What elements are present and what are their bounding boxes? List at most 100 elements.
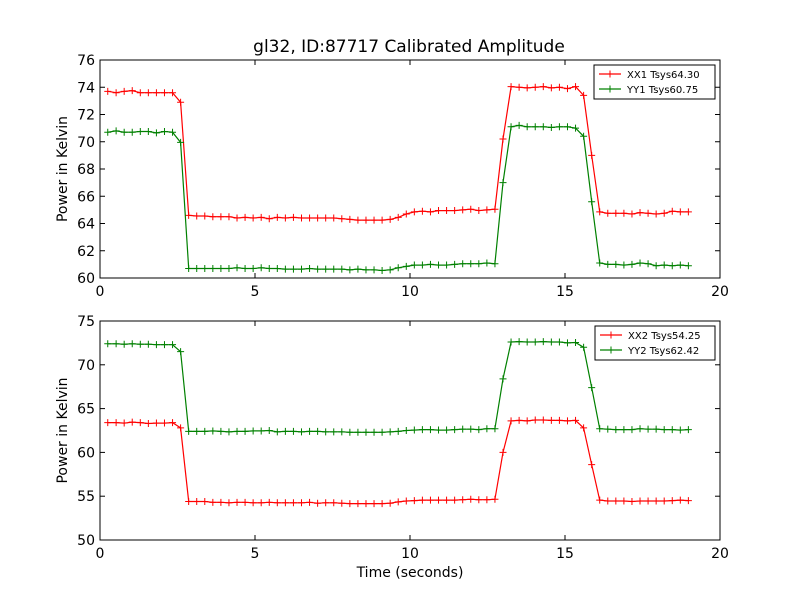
data-point-marker (515, 416, 523, 424)
y-tick-label: 75 (77, 314, 95, 330)
data-point-marker (185, 264, 193, 272)
data-point-marker (636, 425, 644, 433)
data-point-marker (370, 216, 378, 224)
data-point-marker (435, 261, 443, 269)
data-point-marker (112, 127, 120, 135)
data-point-marker (169, 89, 177, 97)
data-point-marker (451, 207, 459, 215)
data-point-marker (233, 264, 241, 272)
data-point-marker (233, 427, 241, 435)
data-point-marker (128, 418, 136, 426)
data-point-marker (193, 497, 201, 505)
data-point-marker (547, 416, 555, 424)
data-point-marker (636, 259, 644, 267)
data-point-marker (225, 264, 233, 272)
data-point-marker (644, 425, 652, 433)
data-point-marker (322, 214, 330, 222)
y-tick-label: 72 (77, 108, 95, 124)
data-point-marker (459, 206, 467, 214)
data-point-marker (354, 428, 362, 436)
data-point-marker (426, 426, 434, 434)
data-point-marker (209, 213, 217, 221)
data-point-marker (362, 216, 370, 224)
data-point-marker (273, 499, 281, 507)
data-point-marker (515, 83, 523, 91)
data-point-marker (120, 419, 128, 427)
data-point-marker (483, 496, 491, 504)
data-point-marker (193, 264, 201, 272)
data-point-marker (362, 428, 370, 436)
data-point-marker (443, 261, 451, 269)
data-point-marker (120, 340, 128, 348)
legend-label: XX2 Tsys54.25 (628, 331, 701, 342)
data-point-marker (563, 339, 571, 347)
data-point-marker (628, 260, 636, 268)
data-point-marker (394, 427, 402, 435)
data-point-marker (120, 128, 128, 136)
data-point-marker (136, 419, 144, 427)
data-point-marker (402, 427, 410, 434)
data-point-marker (265, 264, 273, 272)
data-point-marker (612, 260, 620, 268)
x-tick-label: 0 (96, 546, 105, 562)
data-point-marker (539, 123, 547, 131)
data-point-marker (467, 495, 475, 503)
x-tick-label: 20 (711, 546, 729, 562)
data-point-marker (580, 343, 588, 351)
data-point-marker (394, 264, 402, 272)
data-point-marker (273, 428, 281, 436)
data-point-marker (628, 426, 636, 434)
data-point-marker (660, 426, 668, 434)
y-axis-label: Power in Kelvin (55, 116, 71, 222)
data-point-marker (596, 425, 604, 433)
bottom-subplot: 0 5 10 15 20 50 55 60 65 70 75 Power in Kelvin Time … (55, 314, 729, 581)
data-point-marker (572, 416, 580, 424)
data-point-marker (499, 135, 507, 143)
data-point-marker (563, 417, 571, 425)
data-point-marker (201, 264, 209, 272)
y-tick-label: 70 (77, 135, 95, 151)
data-point-marker (193, 212, 201, 220)
data-point-marker (467, 425, 475, 433)
x-tick-label: 10 (401, 284, 419, 300)
y-tick-label: 70 (77, 358, 95, 374)
data-point-marker (144, 340, 152, 348)
y-tick-label: 74 (77, 80, 95, 96)
data-point-marker (104, 87, 112, 95)
data-point-marker (483, 259, 491, 267)
data-point-marker (451, 426, 459, 434)
data-point-marker (588, 198, 596, 206)
data-point-marker (676, 426, 684, 434)
data-point-marker (507, 123, 515, 131)
data-point-marker (499, 448, 507, 456)
data-point-marker (410, 426, 418, 434)
data-point-marker (547, 84, 555, 92)
x-tick-label: 5 (251, 284, 260, 300)
top-subplot: 0 5 10 15 20 60 62 64 66 68 70 72 74 76 Power in Kelvi… (55, 53, 729, 300)
data-point-marker (475, 496, 483, 504)
y-tick-label: 68 (77, 162, 95, 178)
data-point-marker (217, 498, 225, 506)
legend-marker (606, 70, 614, 78)
y-tick-label: 65 (77, 402, 95, 418)
data-point-marker (660, 497, 668, 505)
data-point-marker (257, 213, 265, 221)
data-point-marker (281, 427, 289, 435)
data-point-marker (426, 208, 434, 216)
data-point-marker (459, 260, 467, 268)
data-point-marker (338, 499, 346, 507)
data-point-marker (523, 417, 531, 425)
data-point-marker (136, 128, 144, 136)
data-point-marker (217, 427, 225, 435)
data-point-marker (636, 209, 644, 217)
data-point-marker (684, 208, 692, 216)
data-point-marker (185, 427, 193, 435)
data-point-marker (289, 213, 297, 221)
data-point-marker (620, 209, 628, 217)
data-point-marker (378, 216, 386, 224)
data-point-marker (491, 495, 499, 503)
data-point-marker (612, 209, 620, 217)
x-tick-label: 15 (556, 284, 574, 300)
data-point-marker (523, 123, 531, 131)
data-point-marker (604, 260, 612, 268)
